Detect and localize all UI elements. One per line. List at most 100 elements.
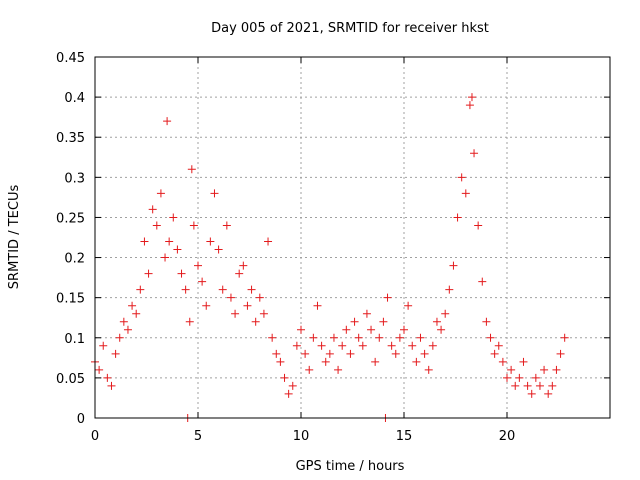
- data-point: [494, 341, 503, 350]
- data-point: [432, 317, 441, 326]
- data-point: [556, 349, 565, 358]
- data-point: [478, 277, 487, 286]
- data-point: [239, 261, 248, 270]
- data-point: [449, 261, 458, 270]
- data-point: [128, 301, 137, 310]
- data-point: [329, 333, 338, 342]
- data-point: [206, 237, 215, 246]
- y-tick-label: 0.25: [56, 211, 85, 226]
- data-point: [511, 381, 520, 390]
- data-point: [292, 341, 301, 350]
- data-point: [305, 365, 314, 374]
- data-point: [235, 269, 244, 278]
- data-point: [404, 301, 413, 310]
- data-point: [264, 237, 273, 246]
- plot-frame: [94, 56, 611, 419]
- data-point: [535, 381, 544, 390]
- data-point: [321, 357, 330, 366]
- data-point: [107, 381, 116, 390]
- data-point: [400, 325, 408, 334]
- data-point: [111, 349, 120, 358]
- data-point: [276, 357, 285, 366]
- data-point: [470, 149, 479, 158]
- data-point: [140, 237, 149, 246]
- data-point: [461, 189, 470, 198]
- data-point: [231, 309, 240, 318]
- data-point: [99, 341, 108, 350]
- data-point: [218, 285, 227, 294]
- data-point: [255, 293, 264, 302]
- data-point: [383, 293, 392, 302]
- data-point: [187, 165, 196, 174]
- data-point: [259, 309, 268, 318]
- x-tick-label: 15: [396, 429, 413, 444]
- data-point: [268, 333, 277, 342]
- data-point: [515, 373, 524, 382]
- data-point: [194, 261, 202, 270]
- data-point: [313, 301, 322, 310]
- data-point: [441, 309, 450, 318]
- data-point: [247, 285, 256, 294]
- data-point: [507, 365, 516, 374]
- data-point: [152, 221, 161, 230]
- data-point: [445, 285, 454, 294]
- data-point: [297, 325, 305, 334]
- data-point: [354, 333, 363, 342]
- data-point: [453, 213, 462, 222]
- data-point: [379, 317, 388, 326]
- data-point: [519, 357, 528, 366]
- data-point: [375, 333, 384, 342]
- data-point: [169, 213, 178, 222]
- data-point: [185, 317, 194, 326]
- data-point: [309, 333, 318, 342]
- data-point: [132, 309, 141, 318]
- data-point: [325, 349, 334, 358]
- grid: [95, 57, 610, 418]
- y-tick-label: 0.2: [64, 252, 85, 267]
- data-point: [202, 301, 211, 310]
- data-point: [136, 285, 145, 294]
- data-point: [395, 333, 404, 342]
- data-point: [498, 357, 507, 366]
- data-point: [342, 325, 351, 334]
- data-point: [548, 381, 557, 390]
- data-point: [163, 117, 172, 126]
- data-point: [367, 325, 376, 334]
- data-point: [334, 365, 343, 374]
- data-point: [148, 205, 157, 214]
- y-tick-label: 0.4: [64, 91, 85, 106]
- x-tick-label: 0: [91, 429, 99, 444]
- data-point: [544, 389, 553, 398]
- data-point: [560, 333, 569, 342]
- data-point: [437, 325, 446, 334]
- data-point: [486, 333, 495, 342]
- data-point: [428, 341, 437, 350]
- data-point: [144, 269, 153, 278]
- data-point: [527, 389, 536, 398]
- data-point: [165, 237, 174, 246]
- x-axis-label: GPS time / hours: [296, 459, 405, 474]
- x-tick-label: 10: [293, 429, 310, 444]
- data-point: [251, 317, 260, 326]
- data-point: [280, 373, 289, 382]
- chart-title: Day 005 of 2021, SRMTID for receiver hks…: [211, 21, 489, 36]
- ticks: 0 0.05 0.1 0.15 0.2 0.25 0.3 0.35 0.4 0.45 0 5 10 15 2…: [56, 51, 610, 444]
- data-point: [214, 245, 223, 254]
- x-tick-label: 5: [194, 429, 202, 444]
- data-point: [177, 269, 186, 278]
- y-tick-label: 0.1: [64, 332, 85, 347]
- y-tick-label: 0.45: [56, 51, 85, 66]
- data-point: [173, 245, 182, 254]
- data-point: [457, 173, 466, 182]
- data-point: [346, 349, 355, 358]
- data-point: [371, 357, 380, 366]
- data-point: [95, 365, 104, 374]
- data-points: [91, 93, 569, 422]
- data-point: [412, 357, 421, 366]
- data-point: [119, 317, 128, 326]
- data-point: [222, 221, 231, 230]
- data-point: [198, 277, 207, 286]
- data-point: [115, 333, 124, 342]
